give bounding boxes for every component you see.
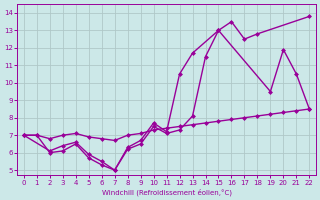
X-axis label: Windchill (Refroidissement éolien,°C): Windchill (Refroidissement éolien,°C) [101, 188, 232, 196]
